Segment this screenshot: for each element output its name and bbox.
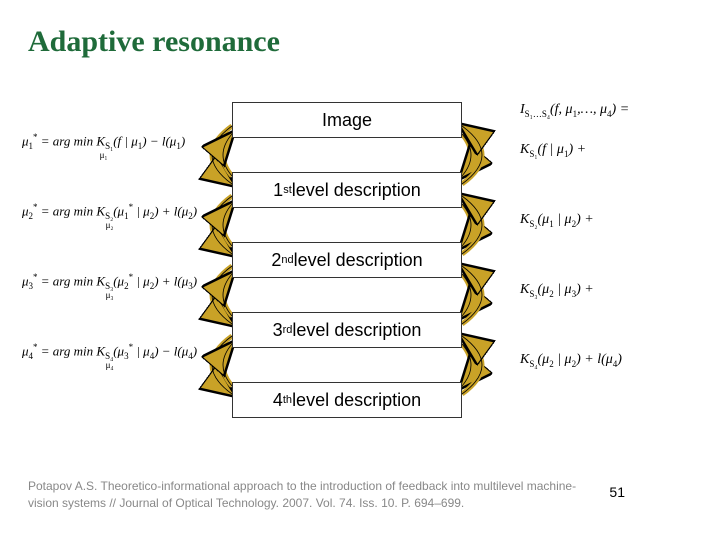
diagram-area: Image 1st level description 2nd level desc… [0, 90, 720, 460]
level-box-3: 3rd level description [232, 312, 462, 348]
slide-title: Adaptive resonance [28, 25, 280, 59]
level-box-1: 1st level description [232, 172, 462, 208]
level-box-2: 2nd level description [232, 242, 462, 278]
citation-text: Potapov A.S. Theoretico-informational ap… [28, 478, 588, 512]
level-box-4: 4th level description [232, 382, 462, 418]
page-number: 51 [609, 484, 625, 500]
level-box-0: Image [232, 102, 462, 138]
